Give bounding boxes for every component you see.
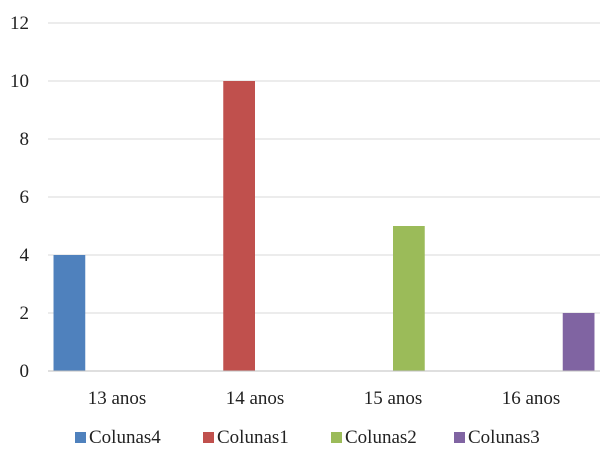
legend-label: Colunas2 [345, 427, 417, 448]
bar-colunas2-15-anos [393, 226, 425, 371]
y-tick-label: 8 [20, 129, 30, 150]
legend-label: Colunas1 [217, 427, 289, 448]
x-tick-label: 15 anos [364, 388, 423, 409]
legend-label: Colunas4 [89, 427, 161, 448]
gridlines [48, 22, 600, 314]
y-tick-label: 0 [20, 361, 30, 382]
bar-colunas4-13-anos [53, 255, 86, 371]
legend-swatch [75, 432, 86, 443]
legend-label: Colunas3 [468, 427, 540, 448]
bar-colunas1-14-anos [223, 81, 255, 371]
legend-swatch [331, 432, 342, 443]
y-tick-label: 10 [10, 71, 29, 92]
y-tick-label: 6 [20, 187, 30, 208]
legend: Colunas4 Colunas1 Colunas2 Colunas3 [75, 427, 540, 448]
y-tick-label: 2 [20, 303, 30, 324]
y-tick-label: 4 [20, 245, 30, 266]
legend-swatch [454, 432, 465, 443]
bar-colunas3-16-anos [562, 313, 595, 371]
bars [53, 81, 595, 371]
x-tick-label: 16 anos [502, 388, 561, 409]
legend-swatch [203, 432, 214, 443]
x-tick-label: 13 anos [88, 388, 147, 409]
x-tick-label: 14 anos [226, 388, 285, 409]
x-axis-ticks: 13 anos 14 anos 15 anos 16 anos [88, 388, 561, 409]
y-axis-ticks: 0 2 4 6 8 10 12 [10, 13, 30, 382]
y-tick-label: 12 [10, 13, 29, 34]
